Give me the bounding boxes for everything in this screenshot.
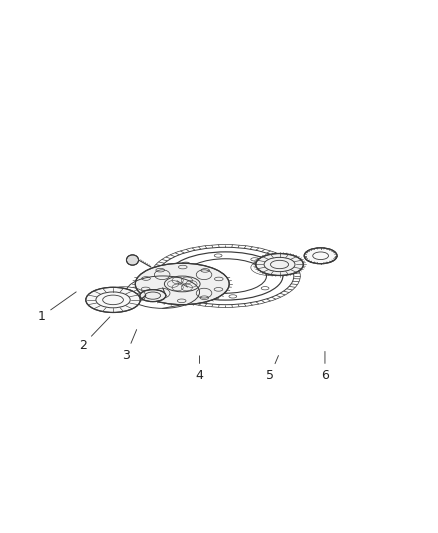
Ellipse shape [127,255,138,265]
Ellipse shape [256,254,304,276]
Text: 1: 1 [38,292,76,322]
Ellipse shape [304,248,337,264]
Ellipse shape [140,289,166,302]
Ellipse shape [135,263,229,305]
Text: 6: 6 [321,351,329,382]
Text: 3: 3 [122,329,137,362]
Text: 5: 5 [266,356,279,382]
Text: 2: 2 [79,317,110,352]
Ellipse shape [86,287,140,312]
Text: 4: 4 [196,356,204,382]
